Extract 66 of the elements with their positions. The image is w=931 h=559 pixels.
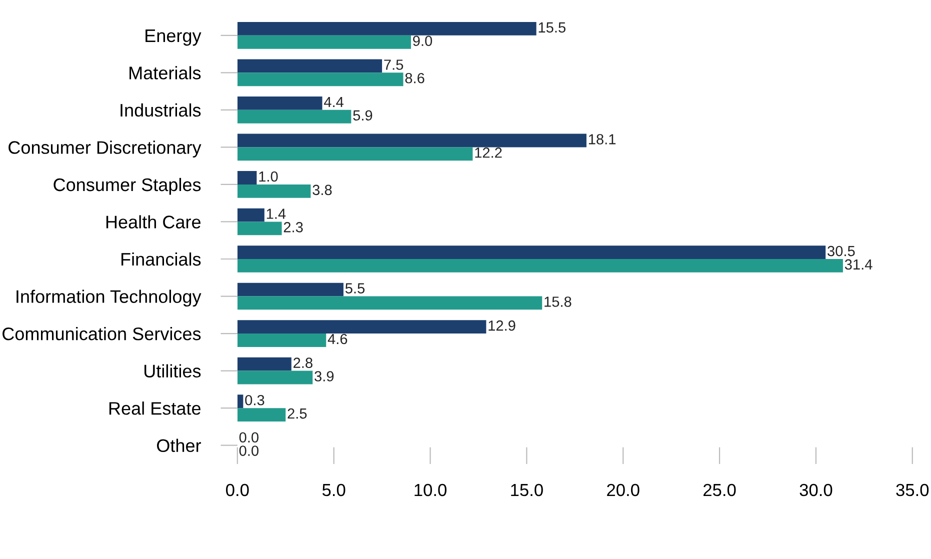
x-tick-label: 10.0 [414, 484, 446, 496]
data-label: 7.5 [384, 60, 404, 70]
bar [237, 171, 257, 184]
data-label: 1.4 [266, 208, 286, 219]
bar [237, 320, 486, 334]
x-tick-label: 30.0 [800, 484, 832, 496]
data-label: 0.0 [239, 432, 258, 443]
y-tick-label: Communication Services [2, 326, 201, 340]
bar [237, 282, 344, 296]
data-label: 2.3 [284, 222, 303, 232]
bar [237, 394, 244, 408]
x-tick-label: 15.0 [511, 484, 543, 496]
data-label: 12.2 [475, 148, 502, 158]
y-tick-label: Industrials [120, 103, 201, 117]
bar [237, 72, 404, 86]
y-tick-label: Consumer Discretionary [8, 140, 202, 158]
data-label: 15.8 [544, 296, 572, 307]
data-label: 1.0 [259, 171, 278, 182]
bar [237, 222, 282, 236]
data-label: 12.9 [488, 320, 516, 331]
bar [237, 296, 542, 310]
bar [237, 110, 352, 124]
y-tick-label: Consumer Staples [54, 178, 201, 195]
y-tick-label: Energy [146, 30, 202, 46]
bar [237, 184, 311, 198]
bar [237, 357, 292, 371]
bar [237, 96, 322, 110]
x-tick-label: 25.0 [704, 484, 736, 496]
y-tick-label: Financials [121, 252, 201, 266]
data-label: 30.5 [828, 246, 855, 256]
data-label: 31.4 [844, 259, 872, 270]
bar [237, 259, 843, 272]
data-label: 8.6 [405, 72, 424, 84]
bar [237, 208, 264, 222]
data-label: 4.4 [324, 96, 344, 107]
bar [237, 35, 411, 49]
bar [237, 59, 382, 73]
bar [237, 134, 586, 148]
x-tick-label: 35.0 [896, 484, 929, 496]
data-label: 0.3 [245, 394, 264, 406]
x-tick-label: 0.0 [226, 484, 249, 496]
y-tick-label: Materials [130, 66, 201, 80]
data-label: 3.9 [314, 371, 334, 382]
y-tick-label: Other [156, 438, 201, 452]
data-label: 18.1 [588, 134, 616, 144]
y-tick-label: Real Estate [109, 402, 200, 415]
data-label: 4.6 [328, 334, 348, 344]
y-tick-label: Health Care [106, 215, 200, 228]
data-label: 2.5 [288, 408, 307, 419]
x-tick-label: 20.0 [607, 484, 640, 496]
data-label: 15.5 [538, 22, 566, 33]
x-tick-label: 5.0 [322, 484, 346, 496]
data-label: 0.0 [239, 446, 258, 456]
data-label: 5.9 [353, 110, 372, 121]
bar [237, 246, 826, 260]
data-label: 9.0 [413, 36, 432, 46]
data-label: 5.5 [345, 283, 365, 294]
bar [237, 370, 313, 384]
bar [237, 147, 473, 161]
data-label: 2.8 [294, 358, 312, 368]
bar [237, 22, 536, 36]
bar [237, 334, 326, 347]
bar [237, 408, 286, 422]
y-tick-label: Information Technology [16, 290, 202, 307]
y-tick-label: Utilities [144, 364, 201, 378]
data-label: 3.8 [312, 184, 332, 196]
